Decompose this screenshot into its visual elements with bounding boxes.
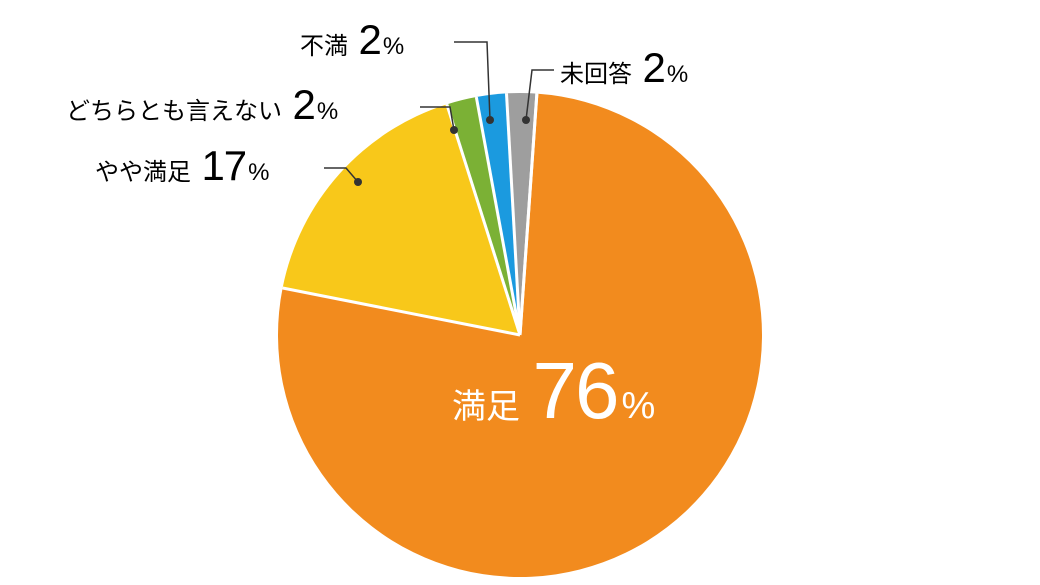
percent-sign: % bbox=[621, 385, 655, 427]
percent-sign: % bbox=[248, 159, 269, 186]
percent-sign: % bbox=[383, 33, 404, 60]
percent-sign: % bbox=[317, 98, 338, 125]
callout-noanswer: 未回答 2% bbox=[560, 44, 688, 92]
callout-value: 2 bbox=[358, 16, 380, 63]
percent-sign: % bbox=[667, 61, 688, 88]
callout-neutral: どちらとも言えない 2% bbox=[66, 81, 338, 129]
callout-label: 未回答 bbox=[560, 61, 632, 88]
slice-label-text: 満足 bbox=[452, 388, 520, 426]
chart-stage: 満足 76% やや満足 17% どちらとも言えない 2% 不満 2% 未回答 2… bbox=[0, 0, 1040, 585]
slice-value: 76 bbox=[532, 346, 617, 435]
callout-value: 17 bbox=[201, 142, 246, 189]
callout-label: どちらとも言えない bbox=[66, 98, 282, 125]
callout-label: やや満足 bbox=[95, 159, 191, 186]
slice-label-satisfied: 満足 76% bbox=[452, 345, 655, 437]
callout-value: 2 bbox=[292, 81, 314, 128]
callout-label: 不満 bbox=[300, 33, 348, 60]
callout-dissatisfied: 不満 2% bbox=[300, 16, 404, 64]
callout-somewhat: やや満足 17% bbox=[95, 142, 270, 190]
callout-value: 2 bbox=[642, 44, 664, 91]
